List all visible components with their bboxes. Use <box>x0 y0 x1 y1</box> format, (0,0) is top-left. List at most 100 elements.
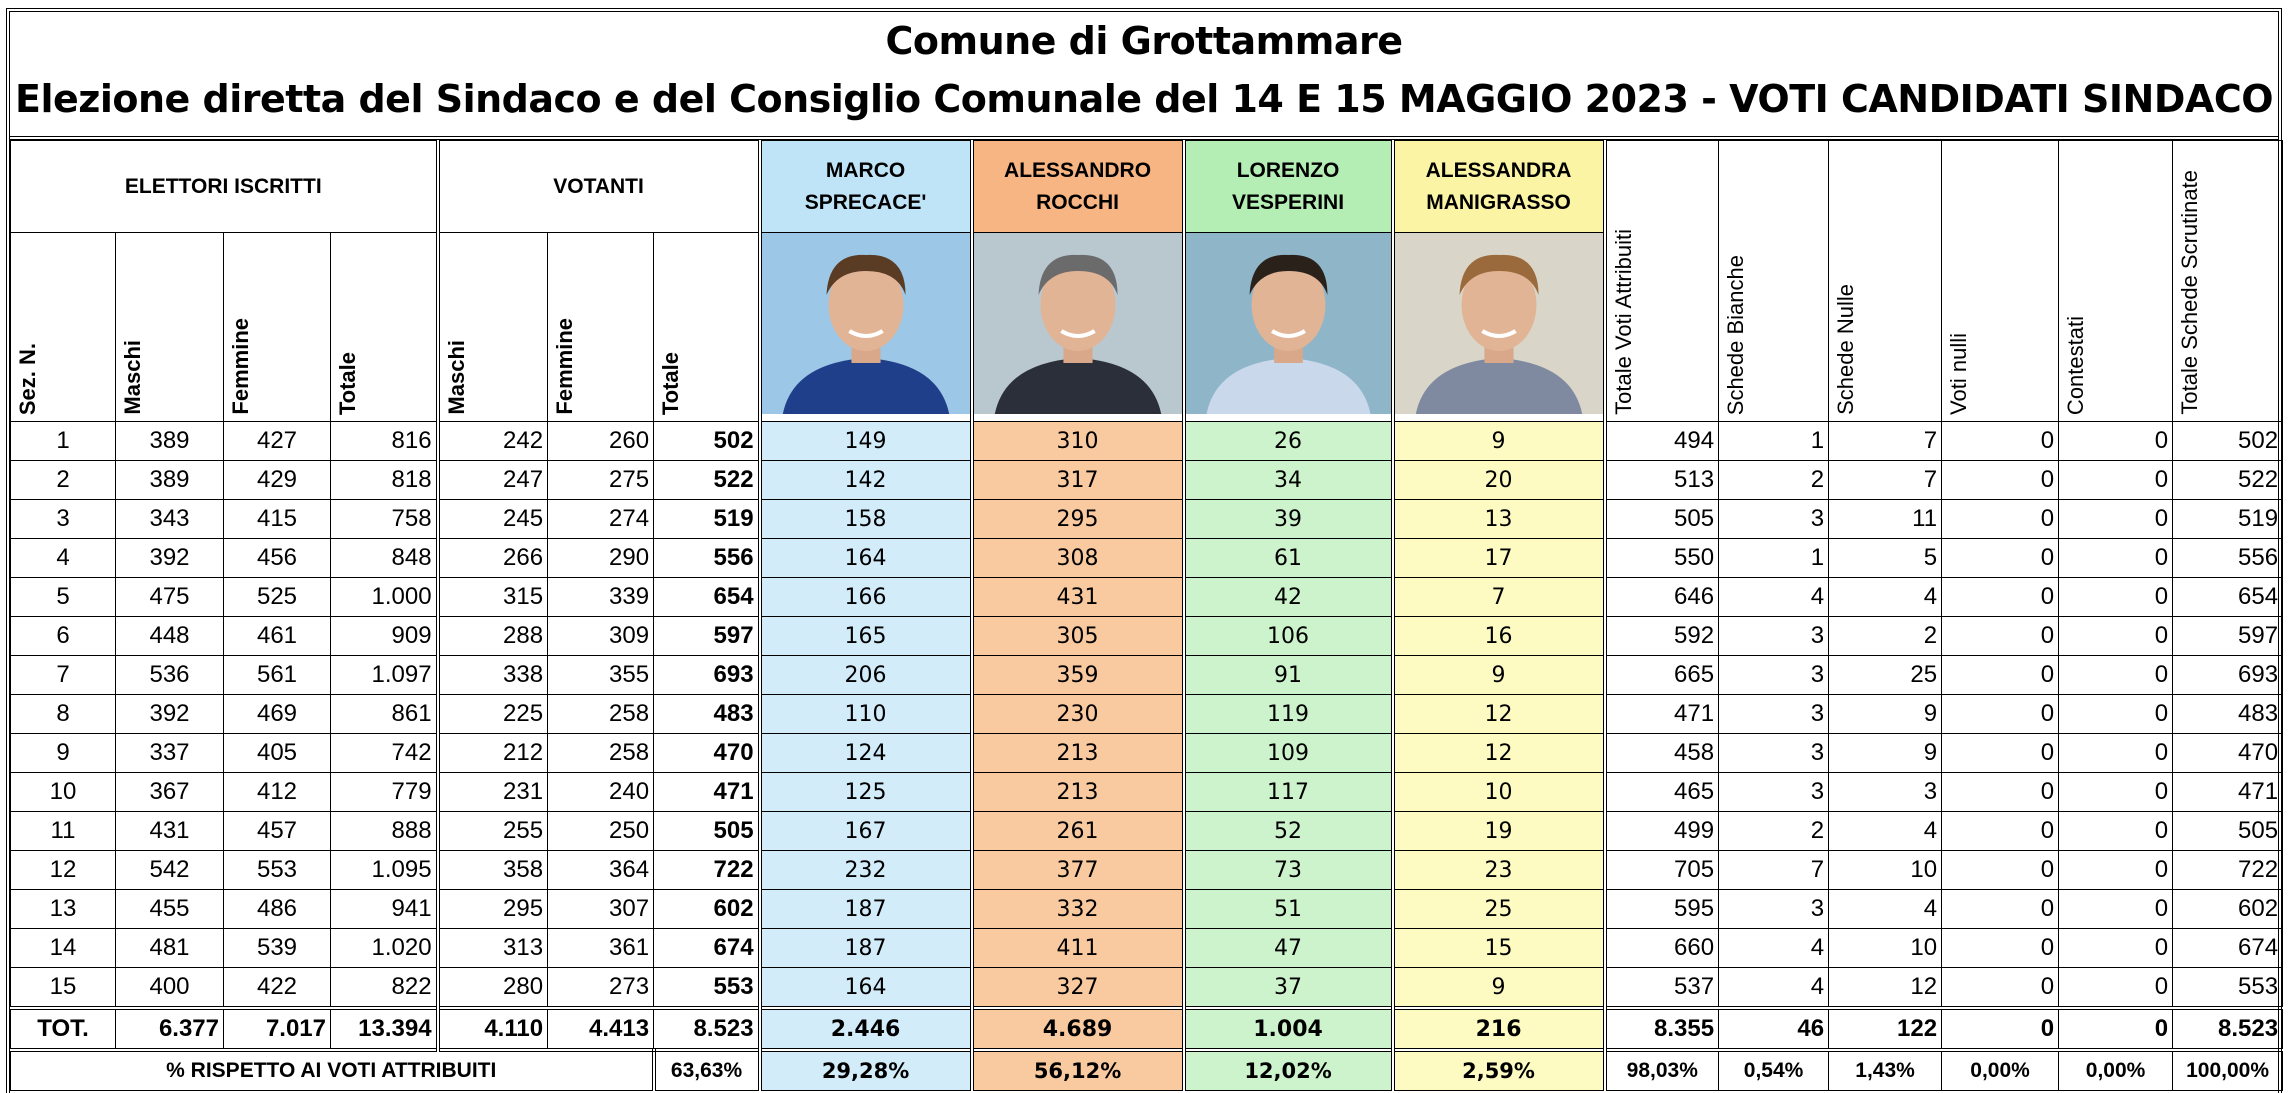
cell: 556 <box>2173 539 2283 578</box>
cell: 4 <box>11 539 116 578</box>
total-cell: 8.523 <box>654 1008 760 1050</box>
cell: 486 <box>224 890 331 929</box>
cell: 469 <box>224 695 331 734</box>
cell: 7 <box>11 656 116 695</box>
cell: 307 <box>548 890 654 929</box>
cell: 4 <box>1719 929 1829 968</box>
cell: 0 <box>2059 773 2173 812</box>
cell: 522 <box>2173 461 2283 500</box>
cell: 124 <box>760 734 972 773</box>
cell: 8 <box>11 695 116 734</box>
column-header-text: Schede Nulle <box>1833 284 1859 415</box>
cell: 1.097 <box>331 656 438 695</box>
cell: 861 <box>331 695 438 734</box>
candidate-name: SPRECACE' <box>766 187 966 219</box>
cell: 315 <box>438 578 548 617</box>
cell: 475 <box>116 578 224 617</box>
cell: 9 <box>1829 734 1942 773</box>
cell: 481 <box>116 929 224 968</box>
cell: 483 <box>654 695 760 734</box>
cell: 20 <box>1393 461 1605 500</box>
cell: 392 <box>116 539 224 578</box>
cell: 16 <box>1393 617 1605 656</box>
column-header: Maschi <box>438 233 548 422</box>
percent-cell: 2,59% <box>1393 1050 1605 1091</box>
candidate-name: ROCCHI <box>978 187 1178 219</box>
cell: 4 <box>1719 968 1829 1009</box>
cell: 14 <box>11 929 116 968</box>
cell: 431 <box>116 812 224 851</box>
column-header: Sez. N. <box>11 233 116 422</box>
group-header: VOTANTI <box>438 141 760 233</box>
cell: 0 <box>1942 968 2059 1009</box>
cell: 39 <box>1184 500 1393 539</box>
cell: 5 <box>1829 539 1942 578</box>
cell: 0 <box>1942 422 2059 461</box>
cell: 0 <box>2059 734 2173 773</box>
cell: 274 <box>548 500 654 539</box>
cell: 337 <box>116 734 224 773</box>
total-cell: 6.377 <box>116 1008 224 1050</box>
photo <box>974 233 1182 414</box>
column-header-text: Voti nulli <box>1946 333 1972 415</box>
cell: 2 <box>1829 617 1942 656</box>
cell: 0 <box>2059 851 2173 890</box>
cell: 12 <box>1829 968 1942 1009</box>
column-header-text: Maschi <box>444 340 470 415</box>
cell: 305 <box>972 617 1184 656</box>
cell: 1.020 <box>331 929 438 968</box>
column-header-text: Contestati <box>2063 316 2089 415</box>
cell: 602 <box>2173 890 2283 929</box>
cell: 909 <box>331 617 438 656</box>
percent-cell: 0,54% <box>1719 1050 1829 1091</box>
cell: 11 <box>11 812 116 851</box>
cell: 422 <box>224 968 331 1009</box>
cell: 313 <box>438 929 548 968</box>
cell: 471 <box>2173 773 2283 812</box>
column-header: Totale <box>331 233 438 422</box>
cell: 327 <box>972 968 1184 1009</box>
column-header-text: Maschi <box>120 340 146 415</box>
cell: 308 <box>972 539 1184 578</box>
cell: 166 <box>760 578 972 617</box>
cell: 15 <box>11 968 116 1009</box>
column-header-text: Totale Voti Attribuiti <box>1611 229 1637 415</box>
cell: 309 <box>548 617 654 656</box>
cell: 225 <box>438 695 548 734</box>
cell: 0 <box>1942 734 2059 773</box>
cell: 9 <box>1829 695 1942 734</box>
candidate-photo <box>1393 233 1605 422</box>
cell: 317 <box>972 461 1184 500</box>
cell: 816 <box>331 422 438 461</box>
cell: 310 <box>972 422 1184 461</box>
cell: 187 <box>760 890 972 929</box>
cell: 12 <box>1393 695 1605 734</box>
cell: 1 <box>1719 422 1829 461</box>
cell: 722 <box>2173 851 2283 890</box>
cell: 232 <box>760 851 972 890</box>
column-header-text: Femmine <box>552 318 578 415</box>
cell: 260 <box>548 422 654 461</box>
total-cell: 46 <box>1719 1008 1829 1050</box>
cell: 553 <box>654 968 760 1009</box>
cell: 9 <box>1393 422 1605 461</box>
title: Comune di Grottammare <box>10 12 2278 70</box>
cell: 295 <box>972 500 1184 539</box>
cell: 561 <box>224 656 331 695</box>
cell: 427 <box>224 422 331 461</box>
data-row: 54755251.0003153396541664314276464400654 <box>11 578 2283 617</box>
column-header: Totale Voti Attribuiti <box>1605 141 1719 422</box>
cell: 149 <box>760 422 972 461</box>
cell: 0 <box>2059 539 2173 578</box>
cell: 12 <box>1393 734 1605 773</box>
cell: 245 <box>438 500 548 539</box>
cell: 6 <box>11 617 116 656</box>
cell: 17 <box>1393 539 1605 578</box>
cell: 273 <box>548 968 654 1009</box>
cell: 411 <box>972 929 1184 968</box>
